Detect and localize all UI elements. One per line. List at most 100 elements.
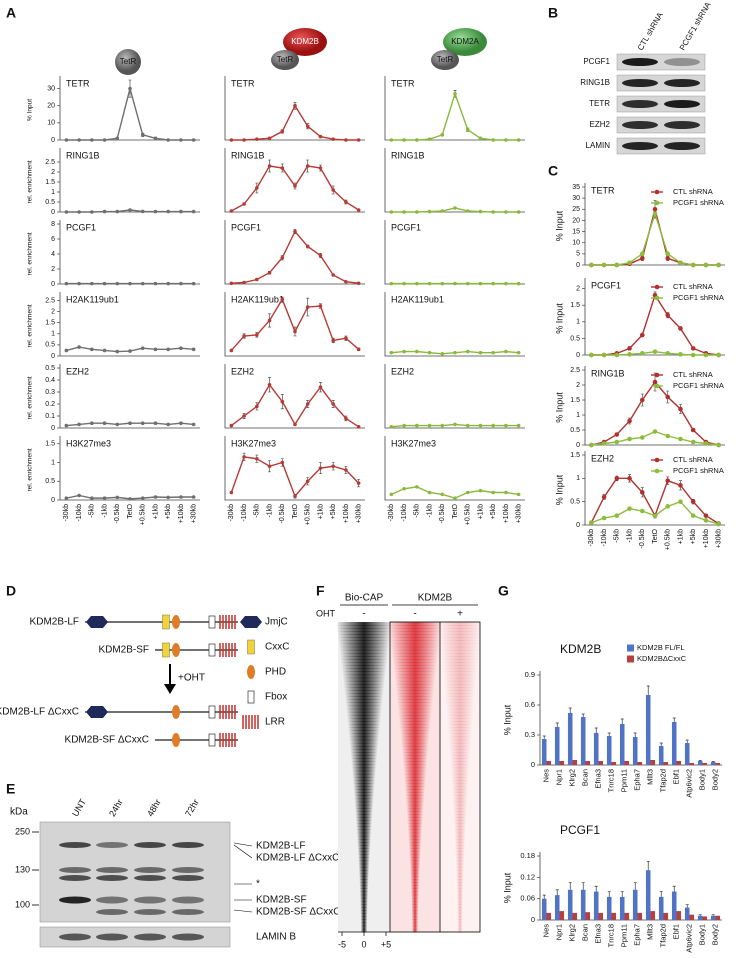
heatmap-row bbox=[411, 891, 419, 896]
legend-label: KDM2B FL/FL bbox=[637, 643, 685, 652]
heatmap-row bbox=[402, 755, 428, 759]
data-point bbox=[453, 422, 457, 427]
data-point bbox=[427, 490, 432, 495]
heatmap-row bbox=[447, 721, 473, 725]
y-tick-label: 1.5 bbox=[570, 302, 580, 309]
heatmap-row bbox=[447, 727, 473, 731]
data-point bbox=[128, 208, 132, 212]
error-bar bbox=[633, 732, 637, 737]
fbox-domain bbox=[208, 615, 216, 629]
data-point bbox=[242, 138, 246, 142]
lane-label: CTL shRNA bbox=[636, 10, 665, 52]
heatmap-row bbox=[360, 894, 368, 899]
data-point bbox=[166, 495, 170, 500]
series-line bbox=[231, 104, 359, 141]
icon-label: TetR bbox=[277, 55, 294, 64]
heatmap-row bbox=[455, 857, 465, 862]
chart-title: PCGF1 bbox=[231, 222, 261, 232]
data-point bbox=[90, 421, 94, 426]
x-tick-label: Nes bbox=[541, 769, 550, 783]
y-tick-label: 2 bbox=[51, 266, 55, 273]
heatmap-row bbox=[343, 684, 385, 688]
heatmap-row bbox=[405, 792, 425, 796]
chart: TETR bbox=[224, 76, 365, 142]
band bbox=[664, 79, 700, 87]
data-point bbox=[166, 209, 170, 214]
y-tick-label: 0.5 bbox=[45, 342, 55, 349]
heatmap-row bbox=[349, 736, 379, 741]
x-tick-label: -1kb bbox=[626, 529, 633, 543]
data-point bbox=[516, 138, 521, 142]
panel-label: A bbox=[6, 5, 16, 21]
data-point bbox=[331, 338, 335, 343]
heatmap-row bbox=[443, 671, 477, 676]
heatmap-row bbox=[360, 919, 368, 924]
blot-e: kDa UNT 24hr 48hr 72hr250130100KDM2B-LFKDM2B… bbox=[10, 797, 340, 948]
data-point bbox=[102, 209, 107, 214]
heatmap-row bbox=[448, 730, 472, 734]
bar bbox=[606, 736, 612, 765]
data-point bbox=[179, 138, 183, 142]
data-point bbox=[665, 433, 671, 439]
heatmap-row bbox=[444, 684, 476, 688]
heatmap-row bbox=[454, 829, 466, 834]
chart: 0 5 10 15 20 25 30 35 TETR % Input CTL shRNA PCGF1 … bbox=[554, 183, 725, 269]
data-point bbox=[440, 209, 445, 213]
heatmap-row bbox=[411, 910, 419, 914]
heatmap-row bbox=[442, 662, 478, 666]
data-point bbox=[716, 442, 721, 448]
bar bbox=[624, 761, 630, 765]
data-point bbox=[716, 521, 721, 527]
data-point bbox=[504, 423, 508, 428]
construct-label: KDM2B-LF ΔCxxC bbox=[0, 707, 79, 718]
chart-title: H2AK119ub1 bbox=[66, 294, 119, 304]
heatmap-row bbox=[358, 866, 370, 871]
data-point bbox=[627, 346, 632, 351]
y-tick-label: 10 bbox=[572, 240, 580, 247]
data-point bbox=[465, 209, 470, 213]
data-point bbox=[678, 352, 683, 357]
error-bar bbox=[646, 860, 650, 871]
heatmap-row bbox=[457, 913, 463, 917]
data-point bbox=[639, 256, 645, 261]
x-tick-label: -0.5kb bbox=[639, 529, 646, 549]
chart-title: TETR bbox=[231, 78, 255, 88]
data-point bbox=[356, 425, 361, 429]
x-tick-label: -10kb bbox=[401, 504, 408, 522]
band bbox=[134, 875, 166, 881]
pointer bbox=[233, 844, 253, 859]
y-tick-label: 0.4 bbox=[45, 377, 55, 384]
y-tick-label: 1 bbox=[51, 189, 55, 196]
chart-title: EZH2 bbox=[66, 366, 89, 376]
data-point bbox=[453, 496, 457, 500]
bar bbox=[619, 896, 625, 920]
row-label: PCGF1 bbox=[583, 57, 610, 66]
kdm2a-icon bbox=[443, 28, 487, 56]
band bbox=[172, 875, 204, 881]
heatmap-row bbox=[457, 925, 463, 930]
x-tick-label: Efna3 bbox=[593, 924, 602, 944]
construct-label: KDM2B-SF bbox=[98, 645, 149, 656]
data-point bbox=[128, 497, 132, 501]
y-tick-label: 2 bbox=[576, 285, 580, 292]
x-tick-label: Bcan bbox=[580, 924, 589, 941]
legend-label: CTL shRNA bbox=[673, 187, 713, 196]
data-point bbox=[179, 281, 183, 286]
data-point bbox=[678, 260, 683, 266]
data-point bbox=[153, 281, 158, 286]
data-point bbox=[665, 478, 671, 483]
data-point bbox=[516, 281, 521, 286]
heatmap-row bbox=[398, 718, 432, 722]
data-point bbox=[267, 270, 272, 275]
heatmap-row bbox=[443, 677, 477, 682]
panel-label: F bbox=[316, 583, 325, 599]
heatmap-row bbox=[457, 928, 463, 933]
heatmap-row bbox=[337, 631, 391, 635]
chart-title: H2AK119ub1 bbox=[391, 294, 444, 304]
panel-label: D bbox=[6, 583, 16, 599]
heatmap-row bbox=[359, 873, 369, 877]
y-axis-label: % Input bbox=[554, 474, 564, 505]
heatmap-row bbox=[402, 761, 428, 765]
chart-title: TETR bbox=[391, 78, 415, 88]
heatmap-row bbox=[408, 842, 422, 846]
